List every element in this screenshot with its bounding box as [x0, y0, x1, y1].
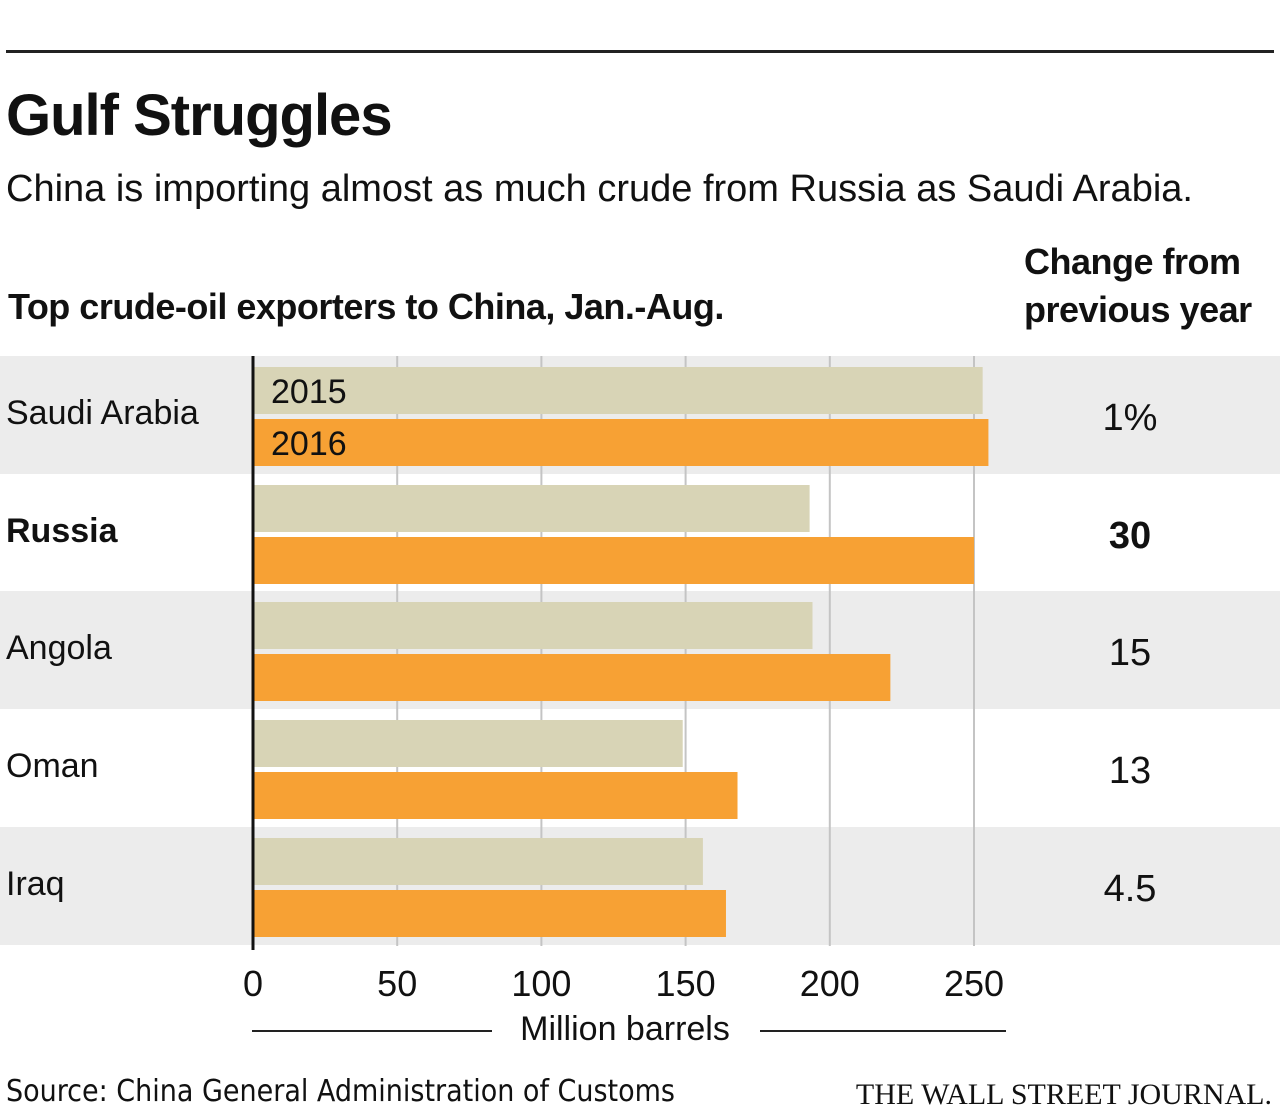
source-note: Source: China General Administration of …: [6, 1074, 675, 1109]
change-value-saudi-arabia: 1%: [1102, 397, 1158, 439]
category-label-saudi-arabia: Saudi Arabia: [6, 394, 199, 432]
axis-title-rule-right: [760, 1030, 1006, 1032]
bar-iraq-2015: [253, 838, 703, 885]
change-value-iraq: 4.5: [1103, 868, 1157, 910]
category-label-angola: Angola: [6, 629, 112, 667]
category-label-iraq: Iraq: [6, 865, 65, 903]
legend-label-2016: 2016: [271, 425, 347, 463]
bar-iraq-2016: [253, 890, 726, 937]
x-tick-label-150: 150: [656, 963, 716, 1004]
x-tick-label-200: 200: [800, 963, 860, 1004]
category-label-russia: Russia: [6, 512, 118, 550]
bar-saudi-arabia-2016: [253, 419, 989, 466]
x-axis-title: Million barrels: [520, 1010, 730, 1048]
bar-oman-2016: [253, 772, 738, 819]
bar-angola-2015: [253, 602, 813, 649]
x-tick-label-50: 50: [377, 963, 417, 1004]
legend-label-2015: 2015: [271, 373, 347, 411]
top-rule: [6, 50, 1274, 53]
chart-subtitle: China is importing almost as much crude …: [6, 168, 1193, 210]
x-tick-label-100: 100: [511, 963, 571, 1004]
change-value-oman: 13: [1108, 750, 1152, 792]
change-value-angola: 15: [1108, 632, 1152, 674]
bar-oman-2015: [253, 720, 683, 767]
bar-saudi-arabia-2015: [253, 367, 983, 414]
x-tick-label-0: 0: [243, 963, 263, 1004]
change-heading-line2: previous year: [1024, 289, 1252, 330]
bar-russia-2015: [253, 485, 810, 532]
category-label-oman: Oman: [6, 747, 99, 785]
axis-title-rule-left: [252, 1030, 492, 1032]
chart-heading: Top crude-oil exporters to China, Jan.-A…: [8, 286, 724, 327]
change-value-russia: 30: [1108, 515, 1152, 557]
bar-angola-2016: [253, 654, 891, 701]
bar-russia-2016: [253, 537, 974, 584]
publisher-logo: THE WALL STREET JOURNAL.: [855, 1078, 1272, 1111]
change-column-heading: Change from previous year: [1024, 238, 1252, 334]
x-tick-label-250: 250: [944, 963, 1004, 1004]
change-heading-line1: Change from: [1024, 241, 1241, 282]
chart-title: Gulf Struggles: [6, 83, 393, 148]
